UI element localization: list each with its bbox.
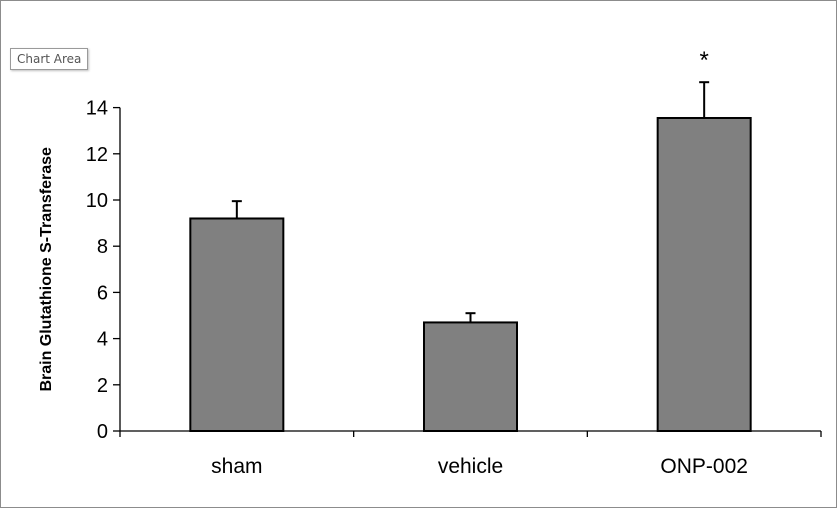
- y-tick-label: 10: [86, 190, 108, 212]
- x-category-label: vehicle: [438, 455, 503, 478]
- bar-1: [423, 321, 518, 432]
- bars: [189, 81, 752, 433]
- y-tick-label: 4: [97, 329, 108, 351]
- y-tick-label: 8: [97, 236, 108, 258]
- y-tick-label: 12: [86, 144, 108, 166]
- y-tick-label: 0: [97, 421, 108, 443]
- bar-0: [189, 217, 285, 432]
- chart-area-tooltip: Chart Area: [10, 48, 89, 70]
- x-category-label: ONP-002: [660, 455, 748, 478]
- x-category-label: sham: [211, 455, 262, 478]
- y-axis-label: Brain Glutathione S-Transferase: [38, 147, 55, 392]
- y-tick-label: 14: [86, 98, 108, 120]
- bar-2: [656, 116, 752, 433]
- y-tick-label: 2: [97, 375, 108, 397]
- labels: 0 2 4 6 8 10 12 14 Brain Glutathione S-Transfera…: [38, 47, 748, 478]
- significance-marker: *: [699, 47, 708, 74]
- y-tick-label: 6: [97, 282, 108, 304]
